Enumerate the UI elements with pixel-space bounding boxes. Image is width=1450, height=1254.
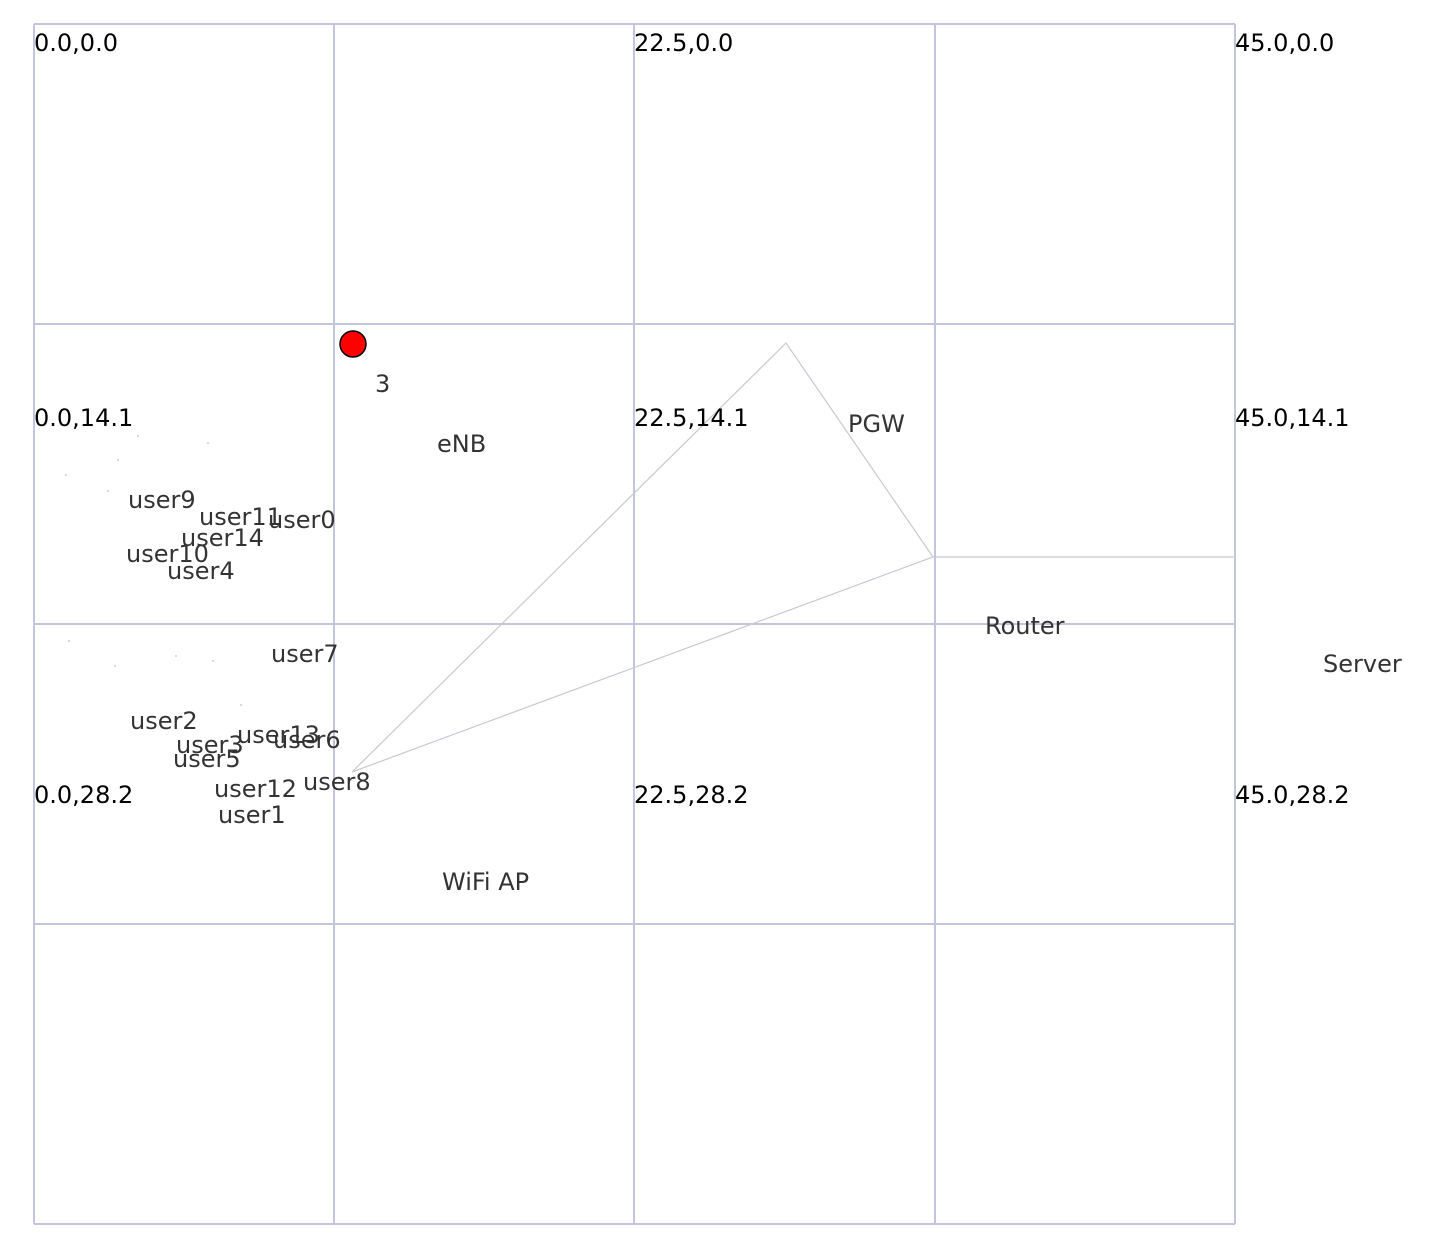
coord-label-0-28: 0.0,28.2 xyxy=(34,781,133,809)
trace-dot xyxy=(107,490,109,492)
node-user1[interactable]: user1 xyxy=(218,801,286,829)
node-router[interactable]: Router xyxy=(985,612,1065,640)
selected-node-marker[interactable]: 3 xyxy=(339,330,390,398)
coordinate-labels: 0.0,0.0 22.5,0.0 45.0,0.0 0.0,14.1 22.5,… xyxy=(34,29,1350,809)
coord-label-0-14: 0.0,14.1 xyxy=(34,404,133,432)
node-user0[interactable]: user0 xyxy=(268,506,336,534)
node-user9[interactable]: user9 xyxy=(128,486,196,514)
node-user11[interactable]: user11 xyxy=(199,503,282,531)
trace-dot xyxy=(207,442,209,444)
trace-dot xyxy=(114,665,116,667)
coord-label-45-28: 45.0,28.2 xyxy=(1235,781,1350,809)
trace-dot xyxy=(68,640,70,642)
node-server[interactable]: Server xyxy=(1323,650,1402,678)
trace-dot xyxy=(175,655,177,657)
node-user12[interactable]: user12 xyxy=(214,775,297,803)
infrastructure-nodes: eNB PGW Router Server WiFi AP xyxy=(437,410,1402,896)
trace-dot xyxy=(65,474,67,476)
coord-label-22-28: 22.5,28.2 xyxy=(634,781,749,809)
node-user14[interactable]: user14 xyxy=(181,524,264,552)
node-enb[interactable]: eNB xyxy=(437,430,486,458)
node-user13[interactable]: user13 xyxy=(237,721,320,749)
node-user10[interactable]: user10 xyxy=(126,540,209,568)
node-user4[interactable]: user4 xyxy=(167,557,235,585)
trace-dot xyxy=(212,660,214,662)
coord-label-22-14: 22.5,14.1 xyxy=(634,404,749,432)
coord-label-45-0: 45.0,0.0 xyxy=(1235,29,1334,57)
trace-dot xyxy=(137,435,139,437)
node-user5[interactable]: user5 xyxy=(173,745,241,773)
node-pgw[interactable]: PGW xyxy=(848,410,905,438)
node-user8[interactable]: user8 xyxy=(303,768,371,796)
grid xyxy=(33,23,1236,1225)
trace-dot xyxy=(240,704,242,706)
coord-label-0-0: 0.0,0.0 xyxy=(34,29,118,57)
node-user3[interactable]: user3 xyxy=(176,731,244,759)
node-user7[interactable]: user7 xyxy=(271,640,339,668)
coord-label-22-0: 22.5,0.0 xyxy=(634,29,733,57)
node-user2[interactable]: user2 xyxy=(130,707,198,735)
user-nodes: user0 user1 user2 user3 user4 user5 user… xyxy=(126,486,371,829)
node-user6[interactable]: user6 xyxy=(273,726,341,754)
links xyxy=(351,342,1235,773)
link-wifi-pgw-router xyxy=(351,342,934,773)
red-dot-icon[interactable] xyxy=(339,330,367,358)
marker-label: 3 xyxy=(375,370,390,398)
trace-dots xyxy=(65,435,242,706)
trace-dot xyxy=(117,459,119,461)
coord-label-45-14: 45.0,14.1 xyxy=(1235,404,1350,432)
node-wifi-ap[interactable]: WiFi AP xyxy=(442,868,529,896)
